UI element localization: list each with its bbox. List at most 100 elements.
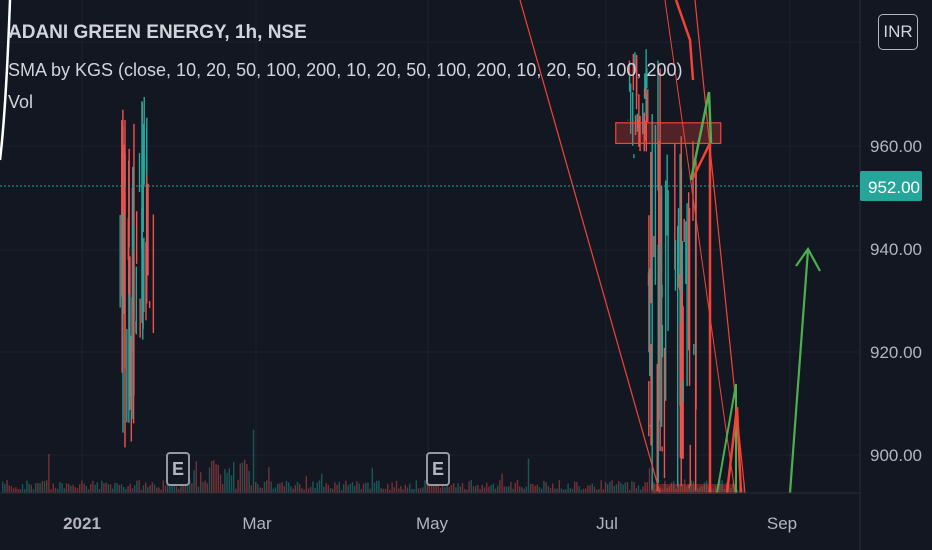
volume-bar (516, 480, 519, 493)
volume-bar (57, 488, 59, 493)
volume-bar (32, 489, 35, 493)
volume-bar (721, 480, 723, 493)
volume-bar (395, 480, 398, 493)
volume-bar (541, 488, 543, 493)
y-tick-label: 920.00 (870, 343, 922, 362)
candles (119, 49, 697, 492)
volume-bar (107, 484, 109, 493)
volume-bar (54, 487, 57, 493)
volume-bar (653, 482, 655, 493)
volume-bar (389, 489, 391, 493)
volume-bar (648, 468, 651, 493)
volume-bar (365, 482, 367, 493)
volume-bar (426, 483, 428, 493)
volume-bar (200, 472, 202, 493)
volume-bar (167, 480, 169, 493)
volume-bar (323, 486, 325, 493)
volume-bar (279, 483, 281, 493)
volume-bar (558, 480, 560, 493)
earnings-event-marker[interactable]: E (426, 452, 450, 486)
volume-bar (382, 488, 384, 493)
volume-bar (191, 483, 193, 493)
volume-bar (620, 482, 622, 493)
volume-bar (662, 489, 664, 493)
volume-bar (712, 489, 714, 493)
volume-bar (437, 482, 439, 493)
volume-bar (354, 485, 356, 493)
volume-bar (439, 487, 442, 493)
volume-bar (455, 487, 457, 493)
volume-bar (285, 480, 288, 493)
volume-bar (46, 480, 48, 493)
time-axis: 2021 Mar May Jul Sep (0, 492, 860, 533)
volume-bar (565, 489, 567, 493)
volume-bar (81, 480, 83, 493)
volume-bar (609, 481, 611, 493)
volume-bar (307, 488, 310, 493)
volume-bar (116, 483, 118, 493)
volume-bar (61, 483, 63, 493)
volume-bar (644, 482, 646, 493)
volume-bar (670, 482, 673, 493)
resistance-zone (615, 122, 722, 145)
volume-bar (35, 483, 37, 493)
volume-bar (169, 480, 171, 493)
volume-bar (585, 488, 587, 493)
volume-bar (613, 485, 615, 493)
volume-bar (347, 485, 349, 493)
volume-bar (593, 486, 596, 493)
volume-bar (431, 482, 433, 493)
volume-bar (461, 483, 464, 493)
volume-bar (340, 489, 343, 493)
volume-bar (145, 482, 147, 493)
volume-bar (464, 488, 466, 493)
volume-bar (622, 484, 624, 493)
volume-bar (250, 485, 252, 493)
volume-bar (197, 486, 200, 493)
volume-bar (283, 486, 285, 493)
volume-bar (189, 478, 191, 493)
volume-bar (204, 480, 206, 493)
volume-bar (26, 480, 28, 493)
volume-bar (646, 482, 648, 493)
volume-bar (730, 488, 732, 493)
volume-bar (193, 470, 195, 493)
volume-bar (160, 489, 162, 493)
volume-bar (299, 484, 301, 493)
sma-indicator-legend[interactable]: SMA by KGS (close, 10, 20, 50, 100, 200,… (8, 60, 683, 80)
volume-bar (697, 488, 699, 493)
volume-bar (101, 480, 103, 493)
volume-bar (360, 489, 362, 493)
volume-bar (296, 481, 299, 493)
volume-bar (706, 480, 708, 493)
volume-bar (228, 468, 230, 493)
volume-bar (576, 482, 578, 493)
volume-bar (422, 487, 424, 493)
volume-bar (563, 489, 565, 493)
earnings-event-marker[interactable]: E (166, 452, 190, 486)
volume-bar (349, 483, 351, 493)
volume-bar (384, 488, 387, 493)
volume-bar (310, 486, 312, 493)
volume-bar (15, 487, 17, 493)
volume-bar (314, 487, 316, 493)
volume-bar (37, 482, 39, 493)
volume-bar (252, 429, 255, 493)
volume-bar (602, 489, 604, 493)
volume-bar (195, 461, 197, 493)
volume-bar (567, 483, 569, 493)
volume-bar (180, 481, 182, 493)
volume-bar (103, 483, 105, 493)
volume-bars (2, 429, 745, 493)
currency-badge[interactable]: INR (878, 14, 918, 50)
volume-bar (684, 479, 686, 493)
volume-bar (59, 481, 61, 493)
volume-bar (556, 488, 558, 493)
volume-bar (677, 481, 679, 493)
volume-bar (512, 488, 514, 493)
volume-bar (673, 481, 675, 493)
volume-bar (74, 487, 76, 493)
volume-bar (358, 483, 360, 493)
volume-legend[interactable]: Vol (8, 92, 34, 112)
